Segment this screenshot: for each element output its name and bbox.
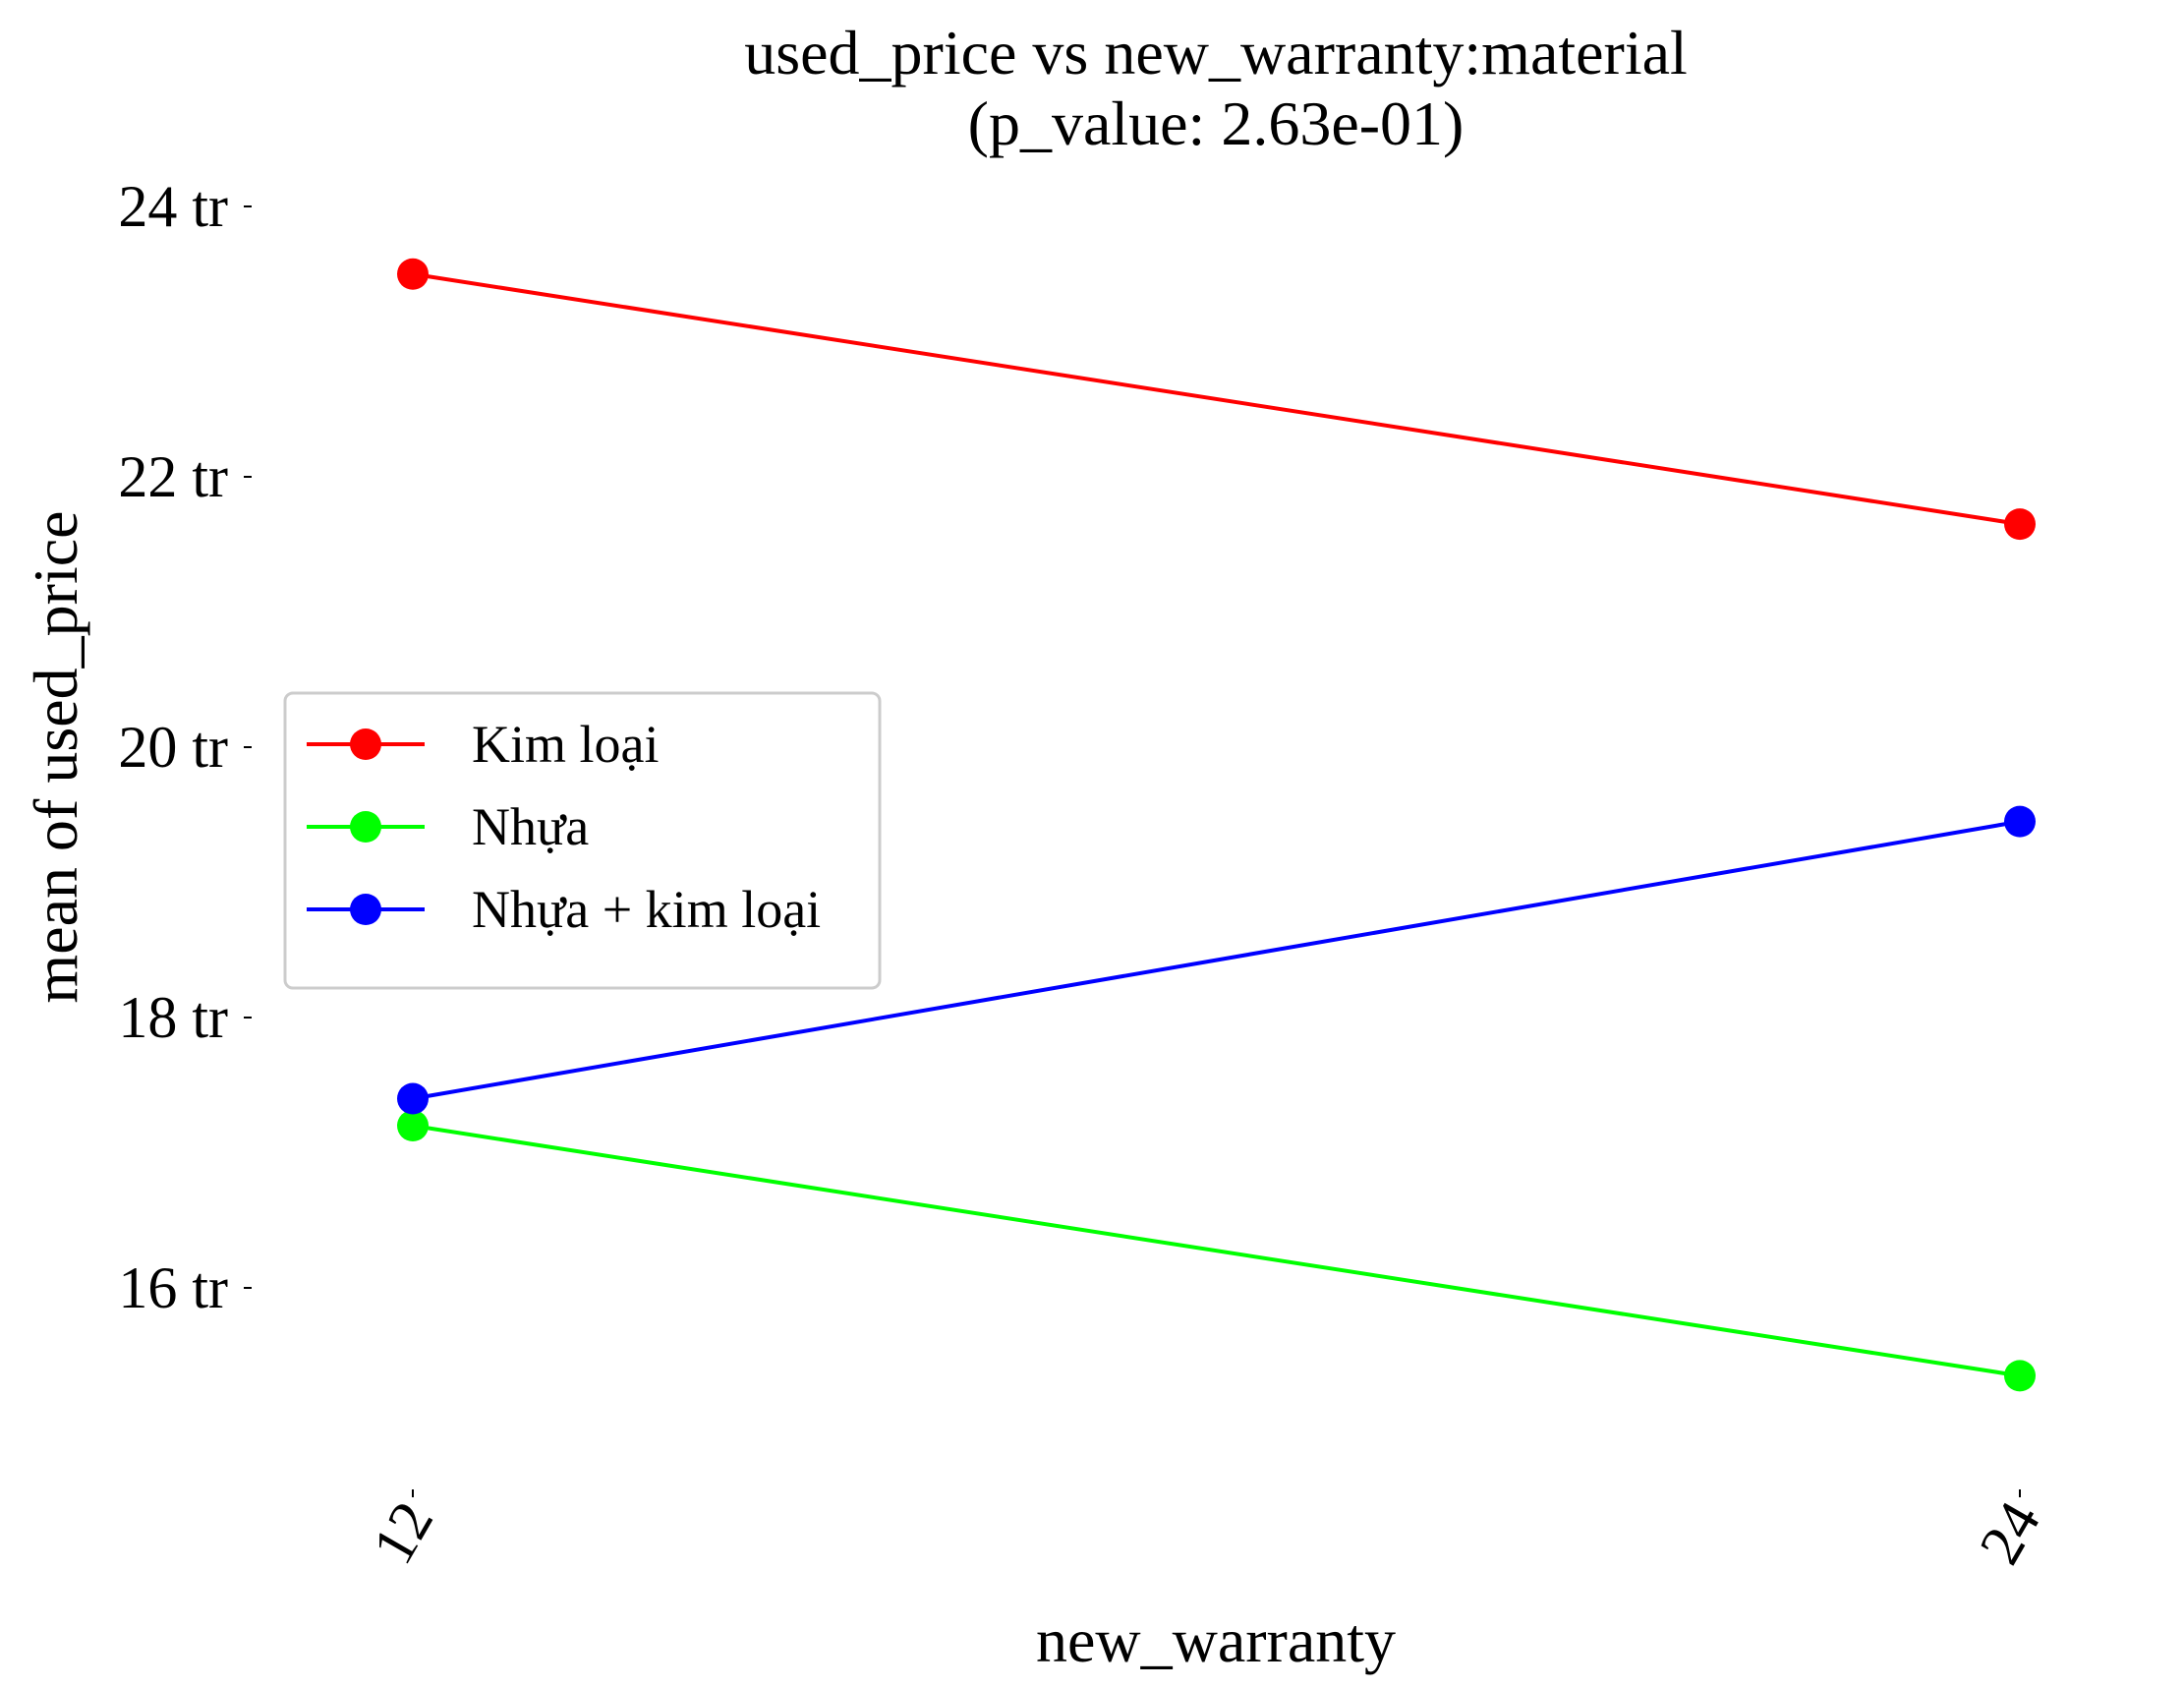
series-line [412,819,2021,1101]
series-line [412,271,2021,527]
legend-item: Kim loại [307,715,659,774]
x-axis-label: new_warranty [1036,1605,1396,1675]
series-layer [397,258,2036,1392]
data-point [2004,508,2036,541]
data-point [397,1110,429,1141]
data-point [397,258,429,290]
legend-item: Nhựa + kim loại [307,880,821,939]
legend-box [283,691,882,990]
y-tick-label: 22 tr [118,444,228,509]
legend-label: Kim loại [472,715,659,774]
data-point [2004,1360,2036,1392]
chart-subtitle: (p_value: 2.63e-01) [968,88,1465,158]
y-axis-label: mean of used_price [21,510,90,1003]
legend-label: Nhựa [472,797,589,856]
legend-marker [350,728,381,760]
legend-label: Nhựa + kim loại [472,880,821,939]
y-tick-label: 16 tr [118,1255,228,1320]
data-point [397,1082,429,1115]
y-tick-label: 24 tr [118,174,228,239]
legend-marker [350,894,381,925]
series [397,1110,2036,1392]
x-tick-label: 24 [1967,1491,2052,1575]
legend-marker [350,811,381,843]
series [397,258,2036,541]
legend: Kim loại Nhựa Nhựa + kim loại [283,691,882,990]
x-axis: 12 24 [360,1489,2052,1574]
x-tick-label: 12 [360,1491,445,1575]
y-tick-label: 18 tr [118,985,228,1050]
series [397,805,2036,1115]
data-point [2004,805,2036,838]
series-line [412,1124,2021,1378]
chart-title: used_price vs new_warranty:material [744,18,1688,87]
legend-item: Nhựa [307,797,589,856]
y-axis: 16 tr 18 tr 20 tr 22 tr 24 tr [118,174,252,1320]
y-tick-label: 20 tr [118,715,228,780]
